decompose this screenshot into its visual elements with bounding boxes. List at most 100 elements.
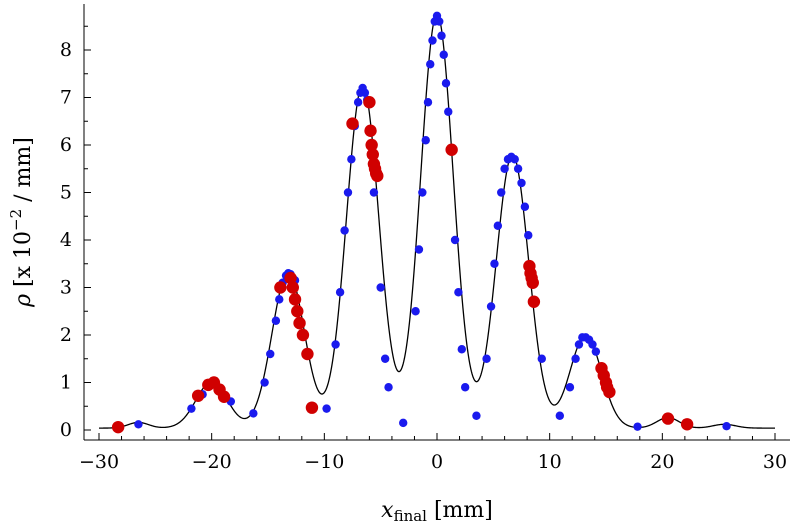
x-axis-title: xfinal [mm] bbox=[381, 498, 493, 525]
x-tick-label: 10 bbox=[538, 451, 562, 473]
blue-point bbox=[571, 354, 580, 363]
points-layer bbox=[111, 11, 731, 434]
y-tick-label: 7 bbox=[60, 87, 72, 109]
x-tick-label: 0 bbox=[431, 451, 443, 473]
y-tick-label: 3 bbox=[60, 277, 72, 299]
x-axis-unit-spacer bbox=[427, 498, 434, 523]
y-axis-unit-end: / mm] bbox=[11, 137, 36, 209]
x-tick-label: −30 bbox=[79, 451, 119, 473]
red-point bbox=[603, 385, 616, 399]
blue-point bbox=[441, 79, 451, 88]
blue-point bbox=[588, 340, 597, 349]
blue-point bbox=[482, 354, 491, 363]
blue-point bbox=[187, 404, 196, 413]
blue-point bbox=[266, 349, 275, 359]
blue-point bbox=[510, 155, 519, 164]
red-point bbox=[291, 305, 304, 318]
blue-point bbox=[450, 235, 460, 245]
x-axis-unit: [mm] bbox=[434, 498, 493, 523]
red-point bbox=[286, 281, 299, 294]
blue-point bbox=[335, 288, 345, 297]
blue-point bbox=[457, 345, 466, 354]
blue-point bbox=[343, 188, 353, 197]
blue-point bbox=[500, 164, 509, 173]
x-tick-label: 20 bbox=[650, 451, 674, 473]
blue-point bbox=[322, 404, 331, 413]
blue-point bbox=[513, 164, 523, 173]
blue-point bbox=[490, 259, 499, 268]
blue-point bbox=[454, 288, 463, 297]
y-tick-label: 8 bbox=[60, 39, 72, 61]
blue-point bbox=[421, 136, 430, 145]
x-tick-label: 30 bbox=[763, 451, 787, 473]
blue-point bbox=[426, 60, 435, 69]
y-axis-title: ρ [x 10−2 / mm] bbox=[7, 137, 36, 308]
curve-layer bbox=[99, 13, 775, 429]
red-point bbox=[191, 389, 205, 402]
red-point bbox=[680, 418, 694, 431]
curve-line bbox=[99, 13, 775, 429]
y-tick-label: 0 bbox=[60, 419, 72, 441]
blue-point bbox=[435, 17, 444, 26]
blue-point bbox=[444, 107, 453, 116]
y-tick-label: 4 bbox=[60, 229, 72, 251]
red-point bbox=[445, 143, 458, 156]
red-point bbox=[284, 271, 297, 285]
red-point bbox=[363, 96, 376, 109]
y-axis-unit-spacer bbox=[11, 287, 36, 294]
blue-point bbox=[574, 340, 584, 349]
blue-point bbox=[722, 422, 731, 431]
red-point bbox=[305, 401, 319, 414]
red-point bbox=[293, 316, 306, 330]
blue-point bbox=[520, 202, 530, 211]
blue-point bbox=[134, 420, 143, 429]
red-point bbox=[526, 276, 539, 289]
red-point bbox=[366, 148, 379, 161]
blue-point bbox=[497, 188, 506, 197]
y-tick-label: 1 bbox=[60, 372, 72, 394]
blue-point bbox=[414, 245, 424, 254]
blue-point bbox=[411, 307, 420, 316]
blue-point bbox=[369, 188, 379, 197]
blue-point bbox=[340, 226, 349, 235]
y-tick-label: 2 bbox=[60, 324, 72, 346]
blue-point bbox=[486, 302, 496, 311]
red-point bbox=[111, 420, 125, 434]
blue-point bbox=[524, 231, 533, 240]
x-tick-label: −10 bbox=[304, 451, 344, 473]
red-point bbox=[288, 293, 302, 306]
blue-point bbox=[380, 354, 390, 363]
blue-point bbox=[331, 340, 340, 349]
blue-point bbox=[537, 354, 546, 363]
blue-point bbox=[353, 98, 363, 107]
red-point bbox=[527, 295, 541, 308]
blue-point bbox=[439, 50, 448, 59]
x-tick-label: −20 bbox=[192, 451, 232, 473]
red-point bbox=[364, 124, 377, 137]
blue-point bbox=[493, 221, 503, 230]
y-axis-exponent: −2 bbox=[7, 209, 25, 231]
blue-point bbox=[437, 31, 446, 40]
x-axis-subscript: final bbox=[394, 507, 428, 525]
blue-point bbox=[517, 178, 526, 188]
x-axis-symbol: x bbox=[381, 498, 394, 523]
blue-point bbox=[271, 316, 281, 325]
axes-layer: 0 1 2 3 4 5 6 7 8 −30 −20 −10 0 10 20 30 bbox=[60, 4, 790, 473]
red-point bbox=[301, 347, 314, 361]
blue-point bbox=[360, 88, 370, 97]
blue-point bbox=[260, 378, 269, 387]
blue-point bbox=[249, 409, 258, 418]
y-axis-symbol: ρ bbox=[11, 294, 36, 308]
red-point bbox=[274, 281, 287, 294]
blue-point bbox=[423, 98, 433, 107]
blue-point bbox=[555, 411, 565, 420]
blue-point bbox=[384, 383, 393, 392]
blue-point bbox=[376, 283, 385, 292]
y-tick-label: 5 bbox=[60, 182, 72, 204]
y-tick-label: 6 bbox=[60, 134, 72, 156]
blue-point bbox=[460, 383, 470, 392]
blue-point bbox=[591, 347, 601, 356]
blue-point bbox=[275, 295, 284, 304]
